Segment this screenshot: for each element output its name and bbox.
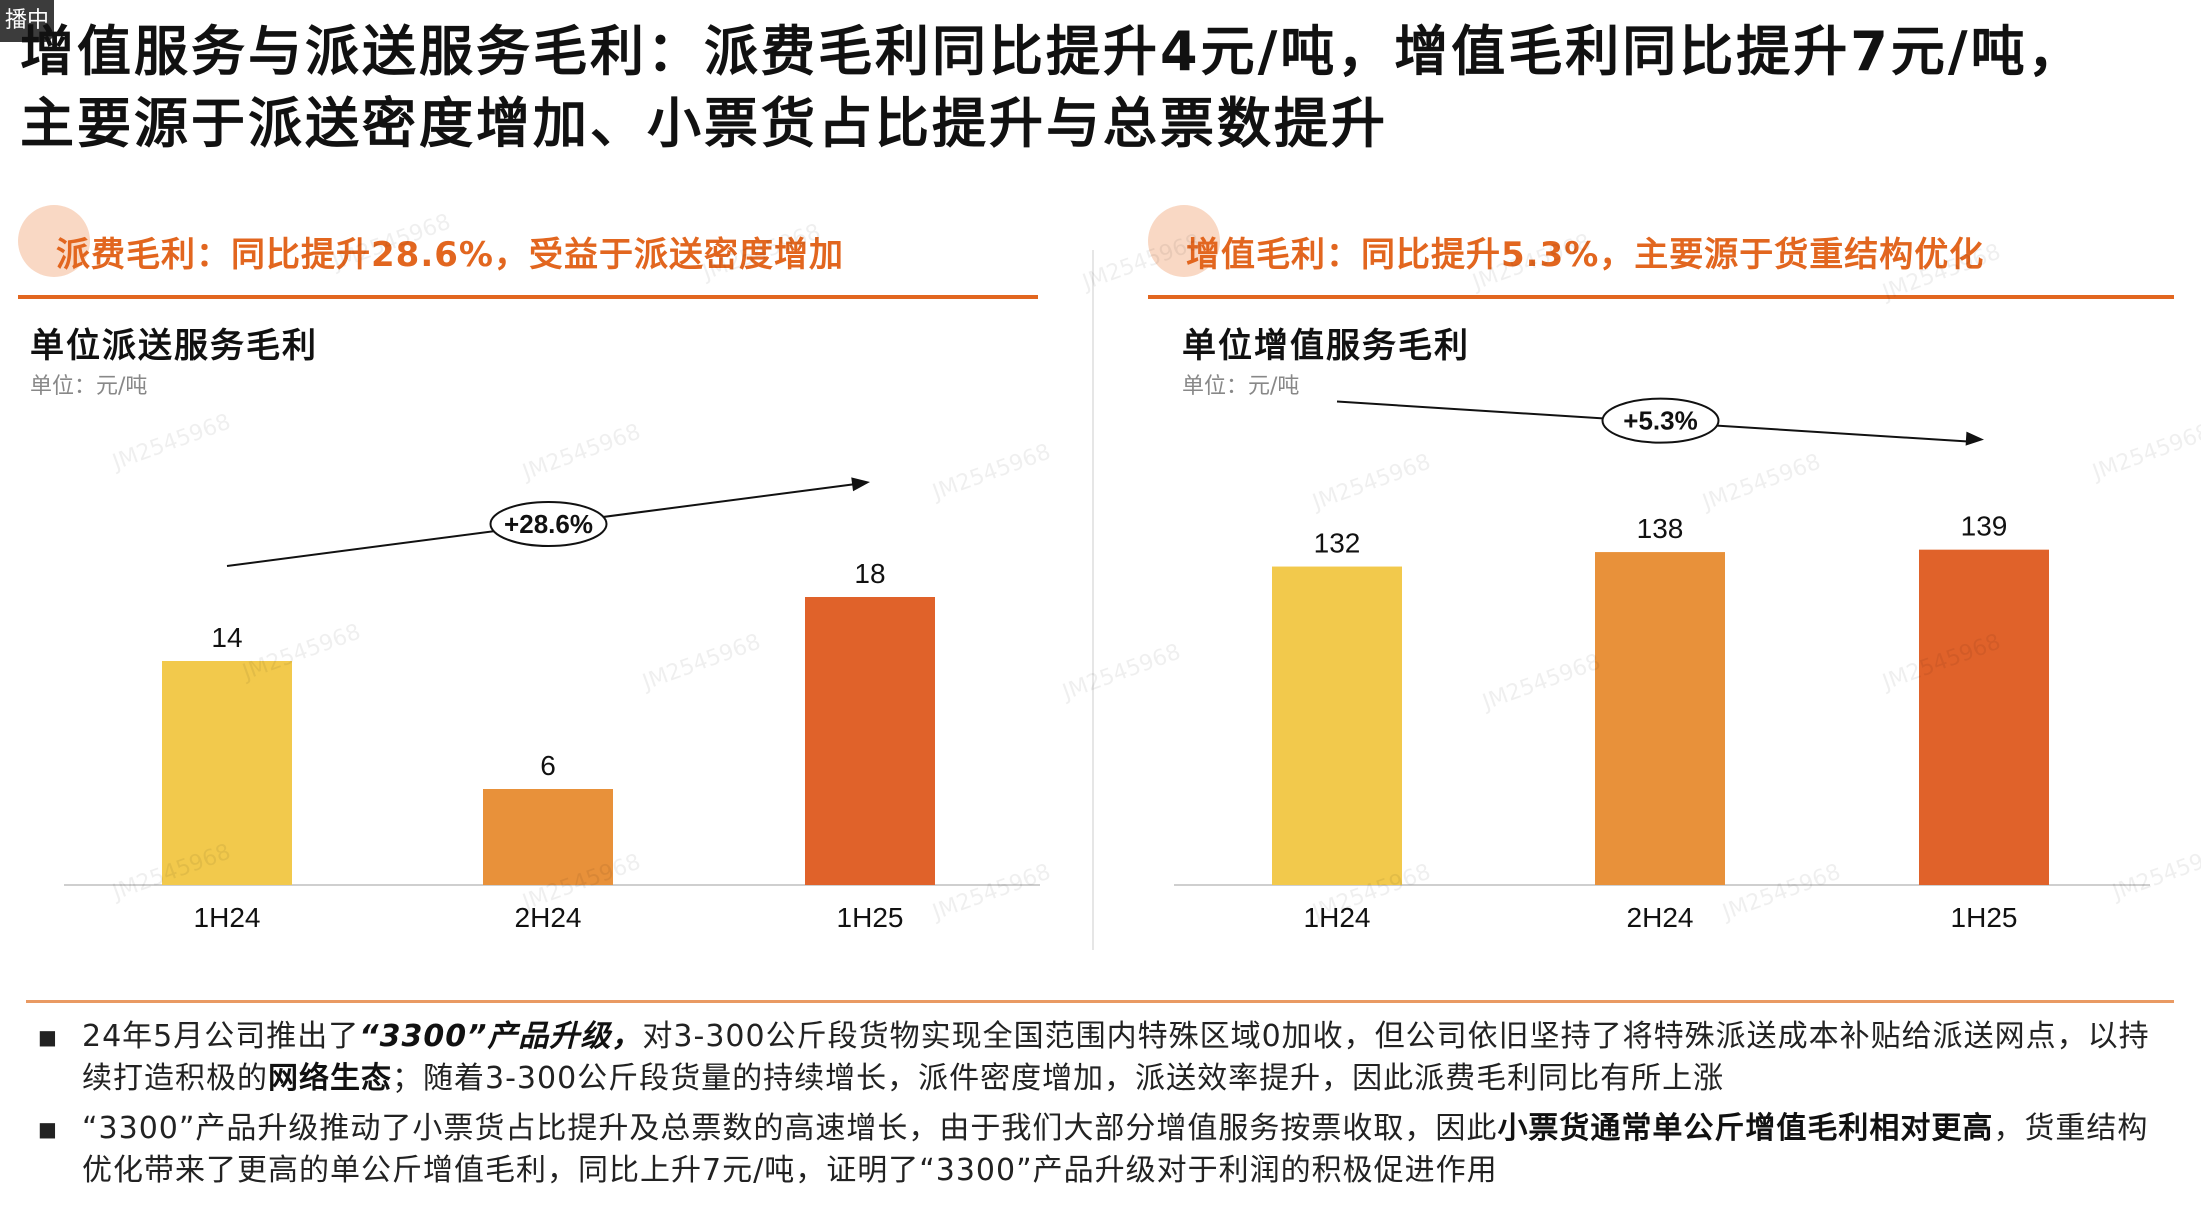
data-label-2H24: 138 <box>1637 513 1684 544</box>
growth-annotation-ellipse <box>489 501 608 547</box>
tick-label-2H24: 2H24 <box>515 902 582 933</box>
bar-1H25 <box>805 597 935 885</box>
right-chart-title: 单位增值服务毛利 <box>1182 326 1470 366</box>
growth-annotation-label: +28.6% <box>504 509 593 539</box>
bullet-square-icon: ■ <box>38 1025 58 1049</box>
bar-2H24 <box>483 789 613 885</box>
bar-1H25 <box>1919 549 2049 885</box>
bullet-text-segment: 对3-300公斤段货物实现全国范围内特殊区域0加收，但公司依旧坚持了将特殊派送成… <box>82 1019 2150 1096</box>
bar-1H24 <box>162 661 292 885</box>
left-section-header-text: 派费毛利：同比提升28.6%，受益于派送密度增加 <box>56 235 844 275</box>
bullet-item: ■ 24年5月公司推出了“3300”产品升级，对3-300公斤段货物实现全国范围内… <box>36 1016 2176 1100</box>
bullet-text-segment: 小票货通常单公斤增值毛利相对更高 <box>1497 1111 1994 1146</box>
growth-arrow-head-icon <box>1965 431 1984 446</box>
footer-rule <box>26 1000 2174 1003</box>
data-label-1H25: 139 <box>1961 511 2008 542</box>
right-chart-unit: 单位：元/吨 <box>1182 374 1300 399</box>
left-section-header: 派费毛利：同比提升28.6%，受益于派送密度增加 <box>18 205 1038 299</box>
tick-label-2H24: 2H24 <box>1627 902 1694 933</box>
page-title-line-1: 增值服务与派送服务毛利：派费毛利同比提升4元/吨，增值毛利同比提升7元/吨， <box>20 20 2085 83</box>
tick-label-1H24: 1H24 <box>194 902 261 933</box>
bar-1H24 <box>1272 566 1402 885</box>
bar-2H24 <box>1595 552 1725 885</box>
bullet-text-segment: ；随着3-300公斤段货量的持续增长，派件密度增加，派送效率提升，因此派费毛利同… <box>392 1061 1725 1096</box>
data-label-2H24: 6 <box>540 750 556 781</box>
left-bar-chart: 14 1H24 6 2H24 18 1H25 +28.6% <box>64 477 1040 933</box>
tick-label-1H25: 1H25 <box>837 902 904 933</box>
watermark-text: JM2545968 <box>1059 639 1185 706</box>
bullet-text-segment: 24年5月公司推出了 <box>82 1019 360 1054</box>
bullet-text-segment: 网络生态 <box>268 1061 392 1096</box>
page-title-line-2: 主要源于派送密度增加、小票货占比提升与总票数提升 <box>20 92 1388 155</box>
data-label-1H24: 14 <box>211 622 242 653</box>
corner-tag: 播中 <box>0 0 54 42</box>
bullet-text-segment: ，货重结构优化带来了更高的单公斤增值毛利，同比上升7元/吨，证明了“3300”产… <box>82 1111 2149 1188</box>
left-section-rule <box>18 295 1038 299</box>
tick-label-1H25: 1H25 <box>1951 902 2018 933</box>
growth-annotation-label: +5.3% <box>1623 406 1697 436</box>
bullet-item: ■ “3300”产品升级推动了小票货占比提升及总票数的高速增长，由于我们大部分增值… <box>36 1108 2176 1192</box>
right-section-rule <box>1148 295 2174 299</box>
page-title: 增值服务与派送服务毛利：派费毛利同比提升4元/吨，增值毛利同比提升7元/吨， 主… <box>20 16 2190 160</box>
right-bar-chart: 132 1H24 138 2H24 139 1H25 +5.3% <box>1174 397 2150 933</box>
bullet-square-icon: ■ <box>38 1117 58 1141</box>
data-label-1H24: 132 <box>1314 528 1361 559</box>
bullet-list: ■ 24年5月公司推出了“3300”产品升级，对3-300公斤段货物实现全国范围内… <box>36 1016 2176 1200</box>
growth-arrow-head-icon <box>851 477 870 492</box>
decorative-circle-icon <box>18 205 90 277</box>
left-chart-title: 单位派送服务毛利 <box>30 326 318 366</box>
right-section-header: 增值毛利：同比提升5.3%，主要源于货重结构优化 <box>1148 205 2174 299</box>
left-chart-unit: 单位：元/吨 <box>30 374 148 399</box>
bullet-text-segment: “3300”产品升级， <box>359 1019 643 1054</box>
right-section-header-text: 增值毛利：同比提升5.3%，主要源于货重结构优化 <box>1186 235 1985 275</box>
data-label-1H25: 18 <box>854 558 885 589</box>
tick-label-1H24: 1H24 <box>1304 902 1371 933</box>
bullet-text-segment: “3300”产品升级推动了小票货占比提升及总票数的高速增长，由于我们大部分增值服… <box>82 1111 1498 1146</box>
section-divider <box>1092 250 1094 950</box>
growth-annotation-ellipse <box>1601 397 1720 444</box>
decorative-circle-icon <box>1148 205 1220 277</box>
